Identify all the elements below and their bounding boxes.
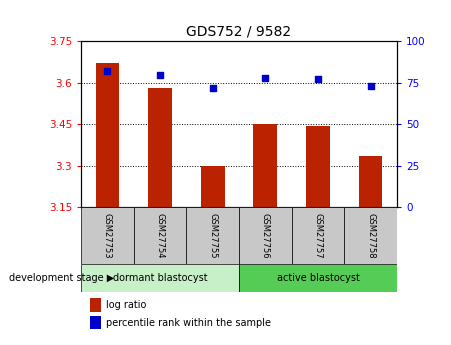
Text: GSM27755: GSM27755 <box>208 213 217 258</box>
Text: GSM27753: GSM27753 <box>103 213 112 258</box>
Point <box>209 85 216 90</box>
Bar <box>359 156 382 207</box>
Bar <box>344 207 397 264</box>
Bar <box>148 88 172 207</box>
Bar <box>134 207 186 264</box>
Title: GDS752 / 9582: GDS752 / 9582 <box>186 25 292 39</box>
Text: GSM27758: GSM27758 <box>366 213 375 258</box>
Text: percentile rank within the sample: percentile rank within the sample <box>106 318 271 327</box>
Point <box>314 77 322 82</box>
Text: GSM27756: GSM27756 <box>261 213 270 258</box>
Point <box>262 75 269 81</box>
Text: development stage ▶: development stage ▶ <box>9 273 114 283</box>
Bar <box>201 166 225 207</box>
Bar <box>81 264 239 292</box>
Bar <box>239 207 292 264</box>
Point <box>156 72 164 77</box>
Point <box>104 68 111 74</box>
Bar <box>306 126 330 207</box>
Bar <box>186 207 239 264</box>
Text: active blastocyst: active blastocyst <box>276 273 359 283</box>
Text: dormant blastocyst: dormant blastocyst <box>113 273 207 283</box>
Bar <box>253 124 277 207</box>
Bar <box>96 63 120 207</box>
Point <box>367 83 374 89</box>
Bar <box>239 264 397 292</box>
Bar <box>81 207 134 264</box>
Text: GSM27757: GSM27757 <box>313 213 322 258</box>
Text: log ratio: log ratio <box>106 300 147 310</box>
Text: GSM27754: GSM27754 <box>156 213 165 258</box>
Bar <box>292 207 344 264</box>
